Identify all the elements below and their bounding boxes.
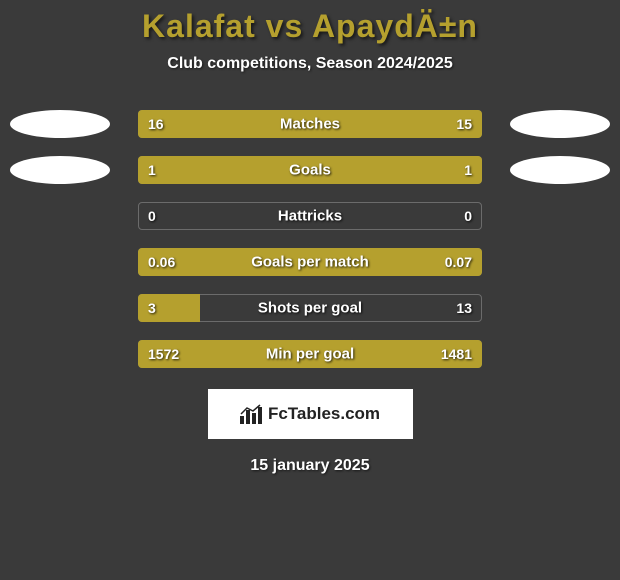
player-marker-left	[10, 110, 110, 138]
player-marker-right	[510, 156, 610, 184]
comparison-infographic: Kalafat vs ApaydÄ±n Club competitions, S…	[0, 0, 620, 580]
stat-label: Shots per goal	[138, 300, 482, 317]
stat-bar: 11Goals	[138, 156, 482, 184]
stat-row: 00Hattricks	[0, 193, 620, 239]
date-label: 15 january 2025	[0, 457, 620, 475]
stat-row: 11Goals	[0, 147, 620, 193]
stat-label: Min per goal	[138, 346, 482, 363]
stat-label: Goals per match	[138, 254, 482, 271]
logo-text: FcTables.com	[268, 404, 380, 424]
stats-rows: 1615Matches 11Goals 00Hattricks 0.060.07Goa…	[0, 101, 620, 377]
stat-label: Goals	[138, 162, 482, 179]
player-marker-right	[510, 110, 610, 138]
logo-badge: FcTables.com	[208, 389, 413, 439]
stat-bar: 0.060.07Goals per match	[138, 248, 482, 276]
stat-bar: 00Hattricks	[138, 202, 482, 230]
stat-row: 1615Matches	[0, 101, 620, 147]
bar-chart-icon	[240, 404, 262, 424]
page-title: Kalafat vs ApaydÄ±n	[0, 8, 620, 45]
stat-row: 15721481Min per goal	[0, 331, 620, 377]
stat-label: Hattricks	[138, 208, 482, 225]
player-marker-left	[10, 156, 110, 184]
stat-bar: 15721481Min per goal	[138, 340, 482, 368]
page-subtitle: Club competitions, Season 2024/2025	[0, 55, 620, 73]
stat-row: 313Shots per goal	[0, 285, 620, 331]
stat-bar: 313Shots per goal	[138, 294, 482, 322]
stat-bar: 1615Matches	[138, 110, 482, 138]
stat-label: Matches	[138, 116, 482, 133]
stat-row: 0.060.07Goals per match	[0, 239, 620, 285]
